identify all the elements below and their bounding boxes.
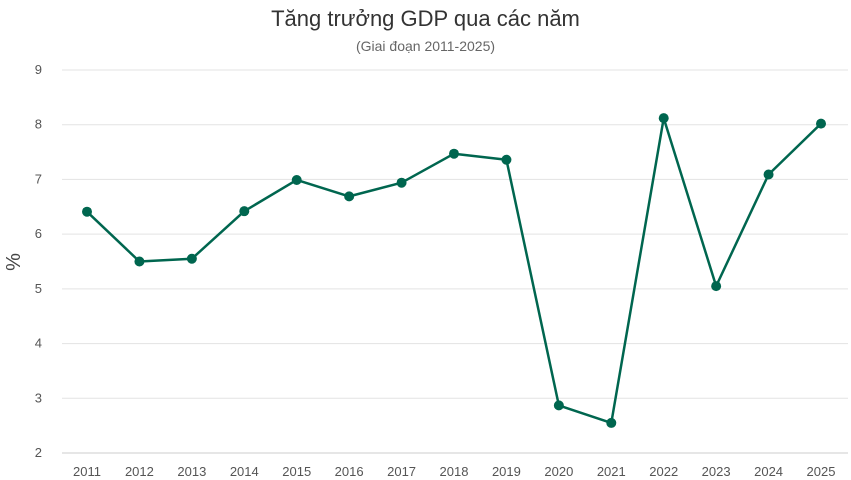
chart-title: Tăng trưởng GDP qua các năm	[271, 6, 580, 31]
data-point[interactable]	[553, 400, 564, 411]
x-tick-label: 2017	[387, 464, 416, 479]
data-point[interactable]	[763, 169, 774, 180]
data-point[interactable]	[82, 206, 92, 217]
x-tick-label: 2019	[492, 464, 521, 479]
x-tick-label: 2020	[544, 464, 573, 479]
data-point[interactable]	[344, 191, 355, 202]
data-point[interactable]	[239, 206, 250, 217]
data-point[interactable]	[134, 256, 145, 267]
y-tick-label: 4	[35, 336, 42, 351]
x-tick-label: 2014	[230, 464, 259, 479]
data-point[interactable]	[291, 174, 302, 185]
data-point[interactable]	[186, 253, 197, 264]
series-layer	[82, 113, 826, 428]
x-tick-label: 2012	[125, 464, 154, 479]
y-tick-label: 2	[35, 445, 42, 460]
data-point[interactable]	[658, 113, 669, 124]
x-tick-label: 2025	[807, 464, 836, 479]
data-point[interactable]	[501, 154, 512, 165]
y-tick-label: 7	[35, 171, 42, 186]
data-point[interactable]	[711, 281, 722, 292]
chart-subtitle: (Giai đoạn 2011-2025)	[355, 38, 496, 54]
data-point[interactable]	[816, 118, 826, 129]
x-tick-label: 2015	[282, 464, 311, 479]
data-point[interactable]	[606, 417, 617, 428]
y-tick-label: 3	[35, 390, 42, 405]
x-tick-label: 2013	[177, 464, 206, 479]
axes: 2 3 4 5 6 7 8 9 2011 2012 2013 2014 2015 2016 2017 2018…	[35, 62, 848, 479]
gridlines	[62, 69, 848, 399]
y-tick-label: 5	[35, 281, 42, 296]
y-tick-label: 9	[35, 62, 42, 77]
x-tick-label: 2024	[754, 464, 783, 479]
x-tick-label: 2023	[702, 464, 731, 479]
y-tick-label: 6	[35, 226, 42, 241]
series-line	[86, 116, 822, 425]
data-point[interactable]	[396, 177, 407, 188]
x-tick-label: 2016	[335, 464, 364, 479]
x-tick-label: 2022	[649, 464, 678, 479]
x-tick-label: 2011	[73, 464, 101, 479]
x-tick-label: 2021	[597, 464, 626, 479]
y-tick-label: 8	[35, 117, 42, 132]
y-axis-label: %	[3, 253, 25, 271]
x-tick-label: 2018	[440, 464, 469, 479]
data-point[interactable]	[449, 148, 459, 159]
